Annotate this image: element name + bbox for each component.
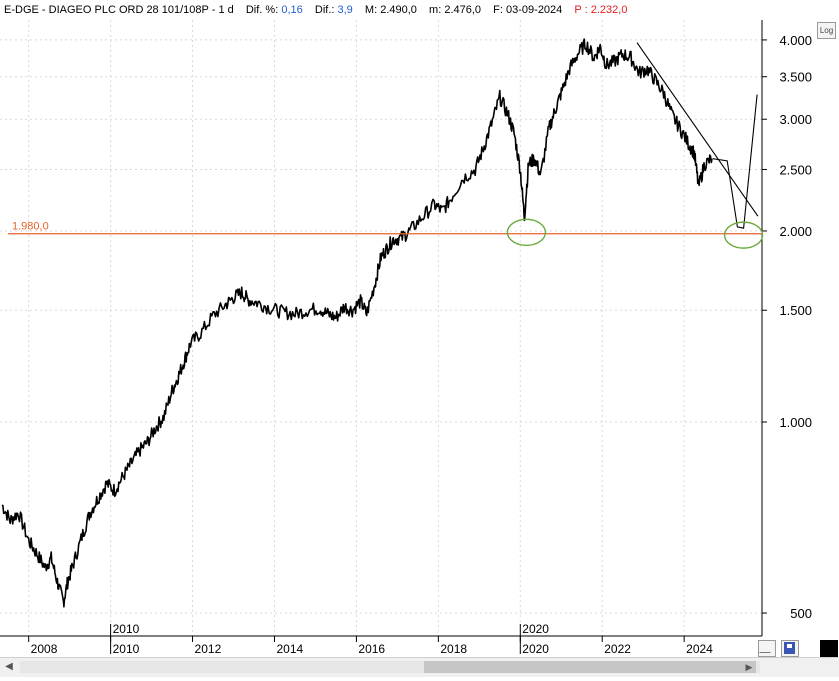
price-label: P : [574,4,588,16]
y-tick-label: 3.000 [779,112,812,127]
grid-lines [0,20,762,636]
highlight-ellipse [506,218,547,247]
scroll-left-arrow-icon[interactable]: ◀ [5,661,13,672]
x-tick-label: 2024 [686,642,713,656]
grid-icon [759,644,774,653]
chart-header: E-DGE - DIAGEO PLC ORD 28 101/108P - 1 d… [4,4,628,16]
dif-label: Dif.: [314,4,335,16]
min-label: m: [429,4,442,16]
projection-line [712,94,758,229]
scroll-track[interactable] [20,661,760,673]
price-value: 2.232,0 [590,4,628,16]
y-tick-label: 2.500 [779,162,812,177]
price-series [1,38,713,608]
trendline [636,42,759,217]
x-tick-label: 2008 [31,642,58,656]
scroll-right-arrow-icon[interactable]: ▶ [745,662,753,672]
x-tick-label: 2018 [440,642,467,656]
dif-pct-value: 0,16 [281,4,303,16]
x-tick-label: 2014 [276,642,303,656]
price-line [1,38,713,608]
min-value: 2.476,0 [444,4,482,16]
security-name: DIAGEO PLC ORD 28 101/108P [48,4,209,16]
y-tick-label: 2.000 [779,224,812,239]
horizontal-scrollbar[interactable]: ◀ ▶ [0,657,839,677]
ticker-symbol: E-DGE [4,4,39,16]
floppy-disk-icon [784,642,795,654]
x-tick-label: 2016 [358,642,385,656]
period-marker-label: 2020 [522,622,549,636]
x-tick-label: 2022 [604,642,631,656]
scroll-thumb[interactable] [424,661,756,673]
x-tick-label: 2020 [522,642,549,656]
y-tick-label: 500 [790,606,812,621]
y-tick-label: 4.000 [779,33,812,48]
save-button[interactable] [781,640,799,657]
axes: 500 1.000 1.500 2.000 2.500 3.000 3.500 4.000 20… [0,20,812,656]
date-value: 03-09-2024 [506,4,563,16]
x-tick-label: 2012 [195,642,222,656]
y-tick-label: 1.500 [779,303,812,318]
date-label: F: [493,4,503,16]
y-tick-label: 1.000 [779,415,812,430]
max-value: 2.490,0 [380,4,417,16]
highlight-ellipse [723,221,764,249]
dif-pct-label: Dif. %: [245,4,279,16]
interval: 1 d [218,4,234,16]
period-marker-label: 2010 [113,622,140,636]
grid-toggle-button[interactable] [758,640,776,657]
x-tick-label: 2010 [113,642,140,656]
dif-value: 3,9 [337,4,353,16]
square-icon [825,645,832,652]
max-label: M: [364,4,378,16]
y-tick-label: 3.500 [779,70,812,85]
color-mode-button[interactable] [820,640,838,657]
log-scale-toggle-button[interactable]: Log [817,22,836,39]
support-label: 1.980,0 [12,221,49,233]
annotations: 1.980,0 [8,42,764,249]
